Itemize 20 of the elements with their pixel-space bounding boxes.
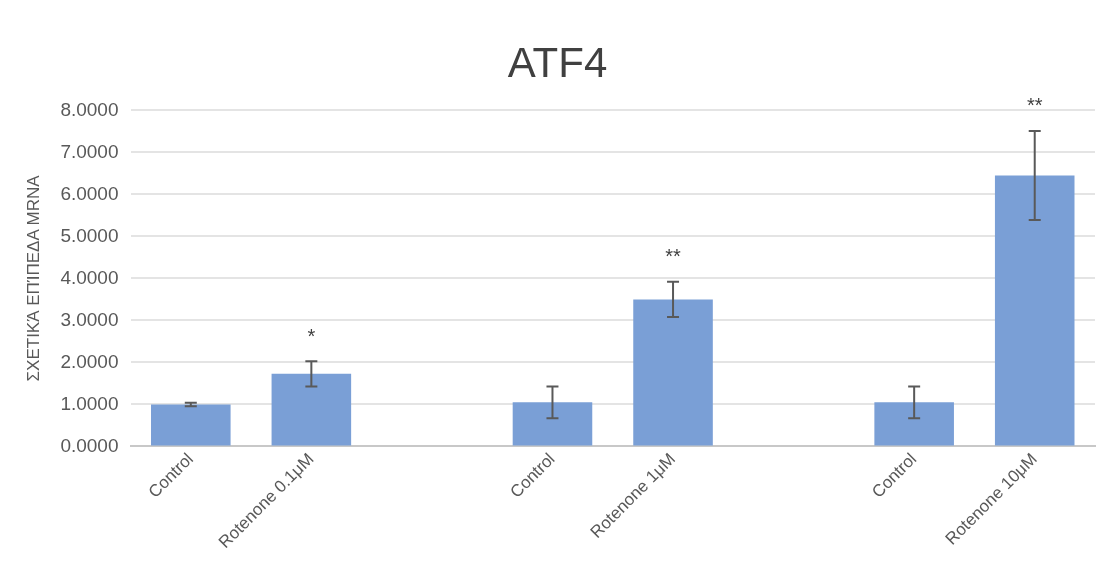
y-tick-label: 4.0000: [60, 266, 119, 288]
y-tick-label: 6.0000: [60, 182, 119, 204]
y-tick-label: 0.0000: [60, 434, 119, 456]
y-tick-label: 3.0000: [60, 308, 119, 330]
bar: [874, 402, 954, 446]
bar: [994, 175, 1075, 446]
y-tick-label: 8.0000: [60, 98, 119, 120]
chart-title: ATF4: [507, 38, 608, 86]
y-axis-title: ΣΧΕΤΙΚΆ ΕΠΊΠΕΔΑ MRNA: [23, 174, 43, 382]
annotation: **: [665, 245, 682, 268]
annotation: **: [1026, 94, 1043, 117]
bar: [633, 299, 713, 446]
bar: [151, 404, 231, 446]
bar: [512, 402, 593, 446]
bar: [271, 373, 352, 446]
y-tick-label: 7.0000: [60, 140, 119, 162]
y-tick-label: 2.0000: [60, 350, 119, 372]
annotation: *: [307, 324, 316, 347]
y-tick-label: 1.0000: [60, 392, 119, 414]
y-tick-label: 5.0000: [60, 224, 119, 246]
